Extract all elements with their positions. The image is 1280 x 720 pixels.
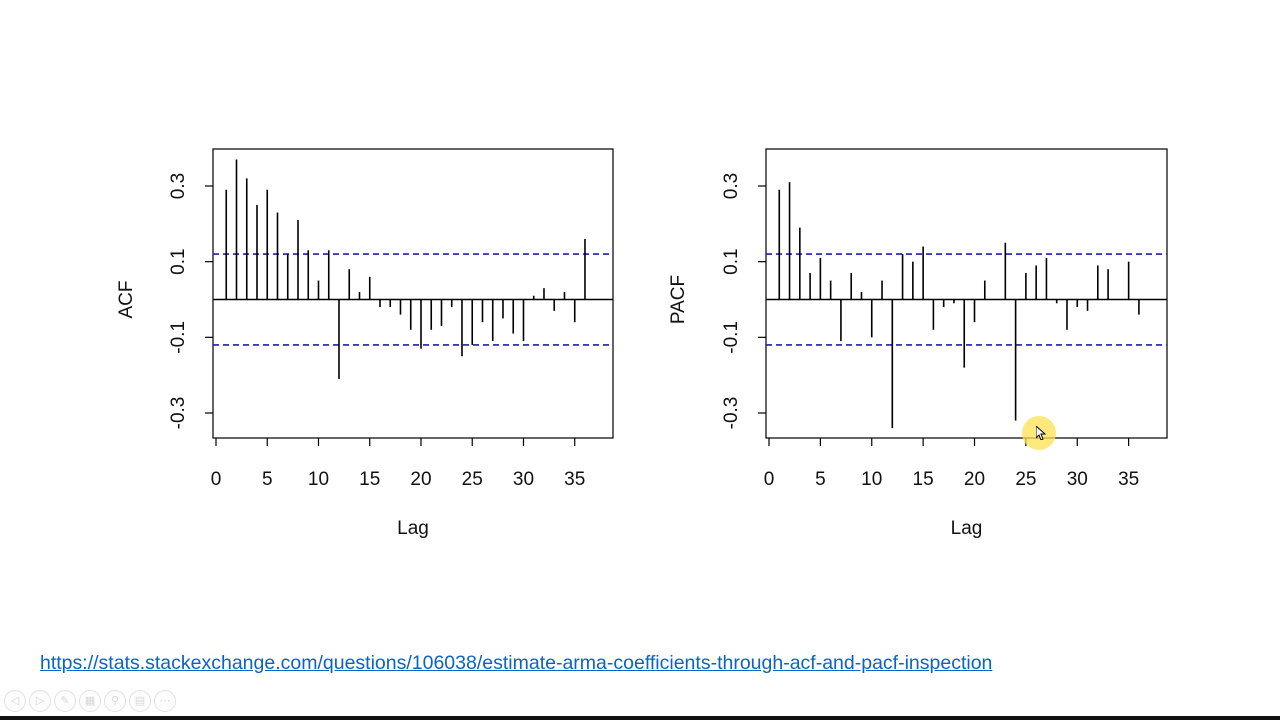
plot-frame xyxy=(212,148,614,439)
y-tick-label: -0.1 xyxy=(168,321,189,354)
x-tick-label: 30 xyxy=(513,469,534,490)
x-tick-label: 30 xyxy=(1067,469,1088,490)
y-tick-label: 0.1 xyxy=(168,248,189,274)
x-tick-label: 35 xyxy=(564,469,585,490)
x-tick-label: 25 xyxy=(462,469,483,490)
x-tick-label: 15 xyxy=(913,469,934,490)
zoom-icon[interactable]: ⚲ xyxy=(104,690,126,712)
next-icon[interactable]: ▷ xyxy=(29,690,51,712)
x-tick-label: 5 xyxy=(262,469,273,490)
slideshow-toolbar: ◁ ▷ ✎ ▦ ⚲ ▤ ⋯ xyxy=(4,690,176,712)
x-tick-label: 20 xyxy=(410,469,431,490)
y-tick-label: -0.3 xyxy=(721,397,742,430)
x-tick-label: 10 xyxy=(861,469,882,490)
y-tick-label: -0.3 xyxy=(168,397,189,430)
x-axis-label: Lag xyxy=(951,518,983,539)
x-tick-label: 15 xyxy=(359,469,380,490)
y-tick-label: 0.3 xyxy=(168,173,189,199)
x-tick-label: 0 xyxy=(764,469,775,490)
cursor-arrow-icon xyxy=(1036,426,1046,440)
more-icon[interactable]: ⋯ xyxy=(154,690,176,712)
taskbar-edge xyxy=(0,716,1280,720)
x-axis-label: Lag xyxy=(397,518,429,539)
x-tick-label: 0 xyxy=(211,469,222,490)
pacf-chart: 0 5 10 15 20 25 30 35 -0.3 -0.1 0.1 0.3 Lag PACF xyxy=(668,148,1168,539)
y-axis-label: PACF xyxy=(668,275,689,324)
y-tick-label: -0.1 xyxy=(721,321,742,354)
x-tick-label: 10 xyxy=(308,469,329,490)
x-tick-label: 5 xyxy=(815,469,826,490)
slides-icon[interactable]: ▦ xyxy=(79,690,101,712)
x-tick-label: 25 xyxy=(1015,469,1036,490)
y-axis-label: ACF xyxy=(116,281,137,319)
prev-icon[interactable]: ◁ xyxy=(4,690,26,712)
y-tick-label: 0.3 xyxy=(721,173,742,199)
source-link[interactable]: https://stats.stackexchange.com/question… xyxy=(40,652,993,674)
y-tick-label: 0.1 xyxy=(721,248,742,274)
subtitles-icon[interactable]: ▤ xyxy=(129,690,151,712)
pen-icon[interactable]: ✎ xyxy=(54,690,76,712)
acf-chart: 0 5 10 15 20 25 30 35 -0.3 -0.1 0.1 0.3 Lag ACF xyxy=(116,148,614,539)
plot-frame xyxy=(765,148,1168,439)
x-tick-label: 20 xyxy=(964,469,985,490)
x-tick-label: 35 xyxy=(1118,469,1139,490)
